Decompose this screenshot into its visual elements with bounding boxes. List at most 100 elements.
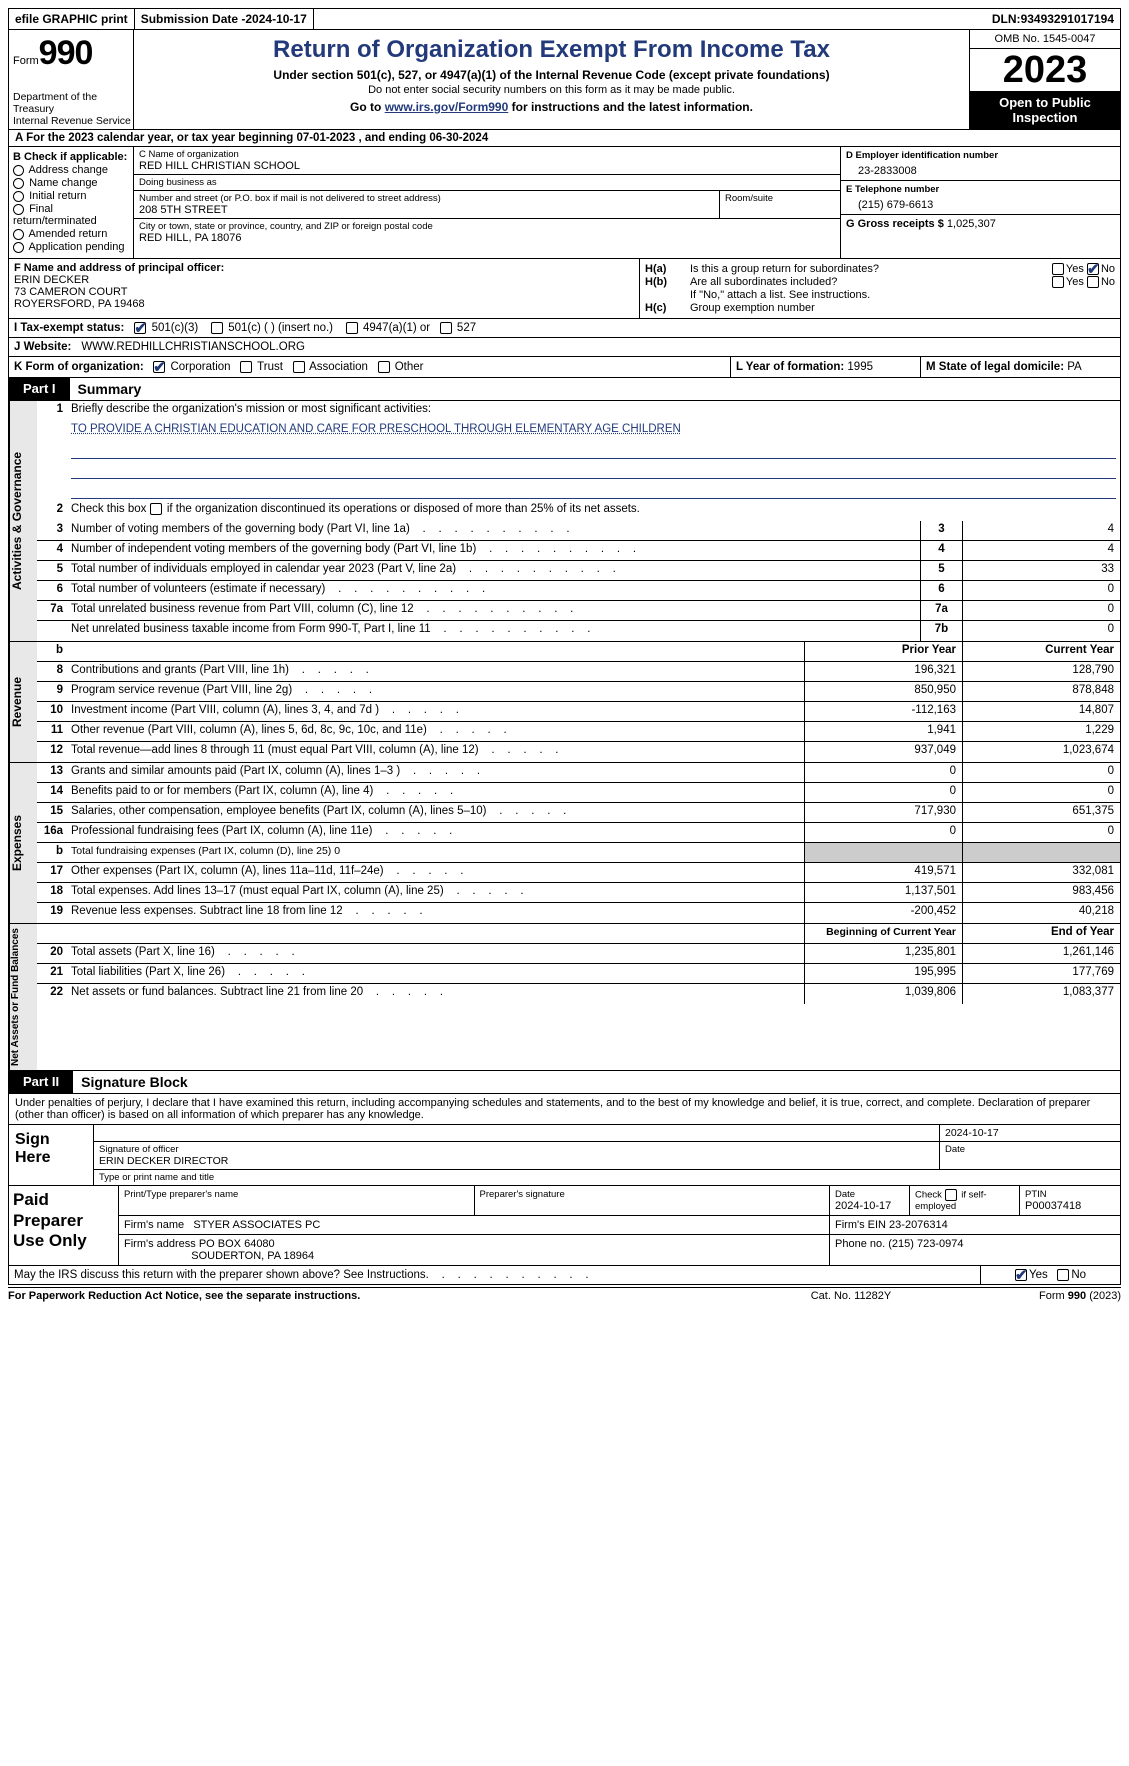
form-subtitle: Under section 501(c), 527, or 4947(a)(1)… [140, 68, 963, 82]
chk-name-change[interactable]: Name change [13, 177, 129, 189]
summary-rev: Revenue b Prior Year Current Year 8Contr… [8, 642, 1121, 763]
rev-line-10: 10Investment income (Part VIII, column (… [37, 702, 1120, 722]
goto-line: Go to www.irs.gov/Form990 for instructio… [140, 100, 963, 114]
section-b: B Check if applicable: Address change Na… [9, 147, 134, 258]
city-cell: City or town, state or province, country… [134, 219, 840, 246]
chk-app-pending[interactable]: Application pending [13, 241, 129, 253]
gross-receipts: 1,025,307 [947, 218, 996, 230]
efile-label[interactable]: efile GRAPHIC print [9, 9, 135, 29]
chk-corp[interactable] [153, 361, 165, 373]
chk-501c[interactable] [211, 322, 223, 334]
org-name-cell: C Name of organization RED HILL CHRISTIA… [134, 147, 840, 175]
ssn-note: Do not enter social security numbers on … [140, 84, 963, 96]
street-row: Number and street (or P.O. box if mail i… [134, 191, 840, 219]
chk-4947[interactable] [346, 322, 358, 334]
chk-final-return[interactable]: Final return/terminated [13, 203, 129, 227]
goto-link[interactable]: www.irs.gov/Form990 [385, 100, 509, 114]
discuss-row: May the IRS discuss this return with the… [8, 1266, 1121, 1285]
header-right: OMB No. 1545-0047 2023 Open to Public In… [970, 30, 1120, 129]
chk-other[interactable] [378, 361, 390, 373]
mission-text: TO PROVIDE A CHRISTIAN EDUCATION AND CAR… [71, 423, 681, 435]
summary-gov: Activities & Governance 1 Briefly descri… [8, 401, 1121, 642]
gov-line-6: 6Total number of volunteers (estimate if… [37, 581, 1120, 601]
section-f: F Name and address of principal officer:… [9, 259, 640, 318]
top-bar: efile GRAPHIC print Submission Date - 20… [8, 8, 1121, 30]
org-name: RED HILL CHRISTIAN SCHOOL [139, 160, 835, 172]
chk-self-employed[interactable] [945, 1189, 957, 1201]
sig-date-top: 2024-10-17 [940, 1125, 1120, 1141]
mission-blank-2 [71, 463, 1116, 479]
ptin: P00037418 [1025, 1200, 1081, 1212]
tax-year: 2023 [970, 49, 1120, 91]
net-line-21: 21Total liabilities (Part X, line 26)195… [37, 964, 1120, 984]
year-formation: L Year of formation: 1995 [730, 357, 920, 377]
discuss-no[interactable] [1057, 1269, 1069, 1281]
ha-no[interactable] [1087, 263, 1099, 275]
header-mid: Return of Organization Exempt From Incom… [134, 30, 970, 129]
topbar-spacer [314, 9, 986, 29]
rev-line-11: 11Other revenue (Part VIII, column (A), … [37, 722, 1120, 742]
row-a: A For the 2023 calendar year, or tax yea… [8, 130, 1121, 147]
exp-line-13: 13Grants and similar amounts paid (Part … [37, 763, 1120, 783]
state-domicile: M State of legal domicile: PA [920, 357, 1120, 377]
website: WWW.REDHILLCHRISTIANSCHOOL.ORG [76, 338, 1120, 356]
chk-address-change[interactable]: Address change [13, 164, 129, 176]
rev-line-8: 8Contributions and grants (Part VIII, li… [37, 662, 1120, 682]
exp-line-18: 18Total expenses. Add lines 13–17 (must … [37, 883, 1120, 903]
gov-line-7a: 7aTotal unrelated business revenue from … [37, 601, 1120, 621]
street: 208 5TH STREET [139, 204, 714, 216]
exp-line-17: 17Other expenses (Part IX, column (A), l… [37, 863, 1120, 883]
mission-label: Briefly describe the organization's miss… [67, 401, 1120, 421]
gov-line-7b: Net unrelated business taxable income fr… [37, 621, 1120, 641]
firm-name: STYER ASSOCIATES PC [193, 1219, 320, 1231]
section-c: C Name of organization RED HILL CHRISTIA… [134, 147, 840, 258]
omb-number: OMB No. 1545-0047 [970, 30, 1120, 49]
phone: (215) 679-6613 [846, 195, 1115, 211]
chk-501c3[interactable] [134, 322, 146, 334]
tab-net-assets: Net Assets or Fund Balances [9, 924, 37, 1070]
city: RED HILL, PA 18076 [139, 232, 835, 244]
dept-label: Department of the Treasury Internal Reve… [13, 91, 133, 127]
declaration-text: Under penalties of perjury, I declare th… [8, 1094, 1121, 1125]
chk-527[interactable] [440, 322, 452, 334]
page-footer: For Paperwork Reduction Act Notice, see … [8, 1287, 1121, 1302]
net-line-22: 22Net assets or fund balances. Subtract … [37, 984, 1120, 1004]
tab-revenue: Revenue [9, 642, 37, 762]
firm-phone: (215) 723-0974 [888, 1238, 963, 1250]
chk-trust[interactable] [240, 361, 252, 373]
rev-header-row: b Prior Year Current Year [37, 642, 1120, 662]
ein: 23-2833008 [846, 161, 1115, 177]
part2-header: Part II Signature Block [8, 1071, 1121, 1094]
mission-blank-3 [71, 483, 1116, 499]
rev-line-12: 12Total revenue—add lines 8 through 11 (… [37, 742, 1120, 762]
hb-no[interactable] [1087, 276, 1099, 288]
chk-discontinued[interactable] [150, 503, 162, 515]
preparer-block: Paid Preparer Use Only Print/Type prepar… [8, 1186, 1121, 1266]
ha-yes[interactable] [1052, 263, 1064, 275]
exp-line-b: bTotal fundraising expenses (Part IX, co… [37, 843, 1120, 863]
section-b-label: B Check if applicable: [13, 151, 129, 163]
part1-header: Part I Summary [8, 378, 1121, 401]
open-inspection: Open to Public Inspection [970, 91, 1120, 129]
firm-ein: 23-2076314 [889, 1219, 948, 1231]
dba-cell: Doing business as [134, 175, 840, 191]
summary-exp: Expenses 13Grants and similar amounts pa… [8, 763, 1121, 924]
chk-initial-return[interactable]: Initial return [13, 190, 129, 202]
gov-line-3: 3Number of voting members of the governi… [37, 521, 1120, 541]
chk-amended-return[interactable]: Amended return [13, 228, 129, 240]
exp-line-14: 14Benefits paid to or for members (Part … [37, 783, 1120, 803]
section-d: D Employer identification number 23-2833… [841, 147, 1120, 181]
officer-signature: ERIN DECKER DIRECTOR [99, 1155, 934, 1167]
hb-yes[interactable] [1052, 276, 1064, 288]
section-e: E Telephone number (215) 679-6613 [841, 181, 1120, 215]
mission-blank-1 [71, 443, 1116, 459]
tab-governance: Activities & Governance [9, 401, 37, 641]
chk-assoc[interactable] [293, 361, 305, 373]
sign-here-block: Sign Here 2024-10-17 Signature of office… [8, 1125, 1121, 1186]
block-fh: F Name and address of principal officer:… [8, 259, 1121, 319]
net-header-row: Beginning of Current Year End of Year [37, 924, 1120, 944]
section-g: G Gross receipts $ 1,025,307 [841, 215, 1120, 233]
rev-line-9: 9Program service revenue (Part VIII, lin… [37, 682, 1120, 702]
discuss-yes[interactable] [1015, 1269, 1027, 1281]
row-klm: K Form of organization: Corporation Trus… [8, 357, 1121, 378]
